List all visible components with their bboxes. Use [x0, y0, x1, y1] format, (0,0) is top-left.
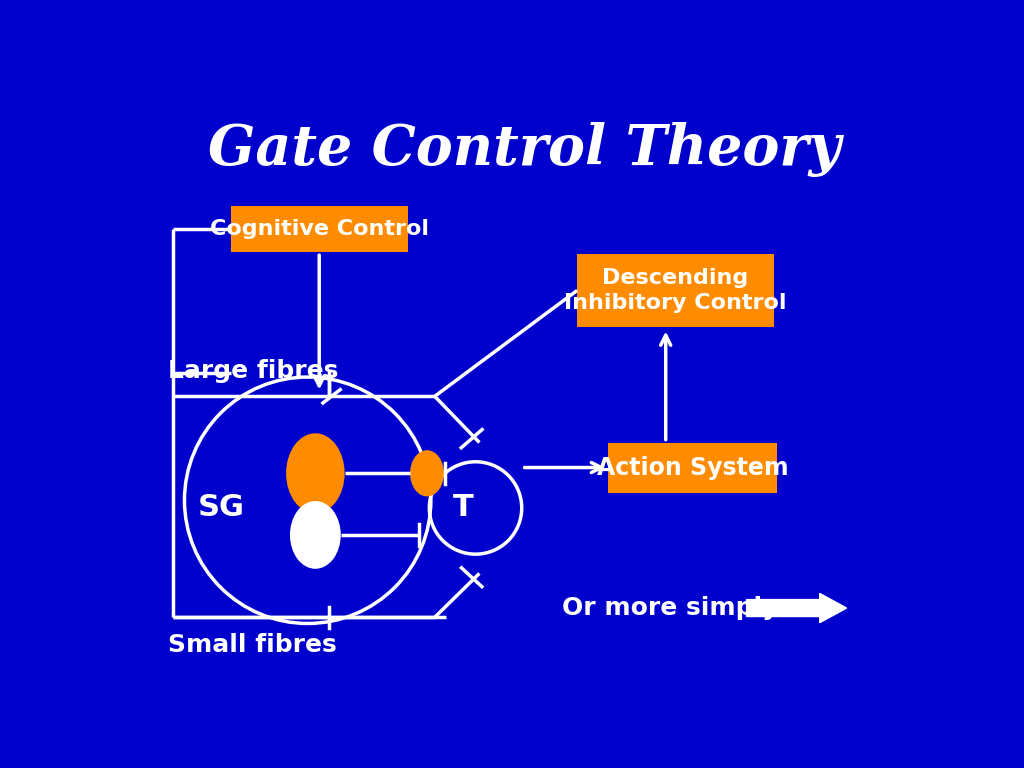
Text: Or more simply: Or more simply [562, 596, 778, 620]
Text: Action System: Action System [597, 455, 788, 479]
Ellipse shape [286, 433, 345, 513]
Text: Gate Control Theory: Gate Control Theory [208, 122, 842, 177]
Text: Cognitive Control: Cognitive Control [210, 219, 429, 239]
Text: Small fibres: Small fibres [168, 633, 336, 657]
Ellipse shape [290, 501, 341, 569]
Text: SG: SG [198, 494, 245, 522]
FancyBboxPatch shape [578, 254, 773, 327]
Text: Descending
Inhibitory Control: Descending Inhibitory Control [564, 268, 786, 313]
FancyArrow shape [746, 594, 847, 623]
Text: T: T [453, 494, 473, 522]
Text: Large fibres: Large fibres [168, 359, 338, 383]
FancyBboxPatch shape [608, 442, 777, 492]
Ellipse shape [410, 450, 444, 496]
FancyBboxPatch shape [230, 206, 408, 253]
